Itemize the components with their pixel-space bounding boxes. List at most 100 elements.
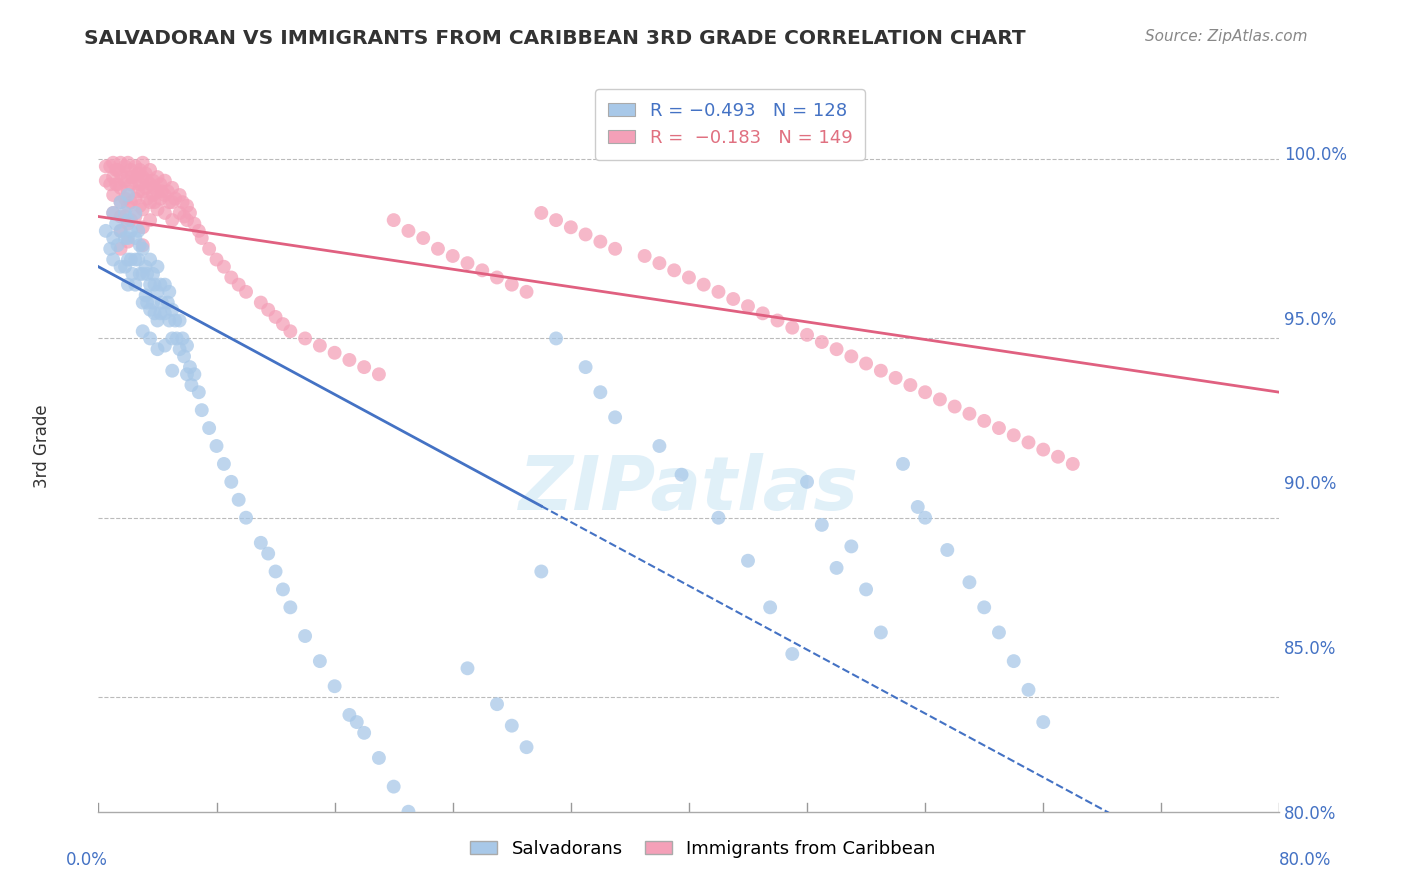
Point	[146, 202, 169, 217]
Point	[120, 252, 142, 267]
Point	[107, 238, 129, 252]
Point	[153, 338, 176, 352]
Point	[457, 661, 479, 675]
Point	[187, 224, 209, 238]
Point	[117, 188, 139, 202]
Point	[117, 235, 139, 249]
Point	[309, 654, 332, 668]
Point	[671, 467, 693, 482]
Point	[309, 338, 332, 352]
Point	[648, 256, 671, 270]
Point	[127, 224, 149, 238]
Point	[103, 206, 125, 220]
Point	[127, 167, 149, 181]
Point	[110, 242, 132, 256]
Point	[198, 421, 221, 435]
Point	[110, 181, 132, 195]
Point	[870, 364, 893, 378]
Point	[257, 547, 280, 561]
Point	[142, 174, 165, 188]
Point	[179, 206, 201, 220]
Point	[127, 252, 149, 267]
Point	[117, 277, 139, 292]
Point	[191, 403, 214, 417]
Point	[346, 715, 368, 730]
Point	[128, 199, 150, 213]
Point	[228, 277, 250, 292]
Point	[766, 313, 789, 327]
Point	[870, 625, 893, 640]
Point	[339, 707, 361, 722]
Point	[973, 600, 995, 615]
Point	[139, 213, 162, 227]
Point	[127, 185, 149, 199]
Text: Source: ZipAtlas.com: Source: ZipAtlas.com	[1144, 29, 1308, 45]
Point	[162, 181, 183, 195]
Point	[323, 679, 346, 693]
Point	[103, 206, 125, 220]
Point	[132, 238, 155, 252]
Point	[128, 238, 150, 252]
Point	[412, 231, 434, 245]
Point	[149, 192, 172, 206]
Point	[110, 210, 132, 224]
Point	[132, 295, 155, 310]
Text: 80.0%: 80.0%	[1278, 851, 1331, 869]
Point	[146, 342, 169, 356]
Point	[1062, 457, 1084, 471]
Point	[121, 267, 143, 281]
Point	[855, 357, 877, 371]
Point	[339, 353, 361, 368]
Point	[221, 270, 243, 285]
Point	[441, 249, 464, 263]
Point	[988, 421, 1011, 435]
Point	[180, 378, 202, 392]
Point	[162, 302, 183, 317]
Point	[707, 510, 730, 524]
Point	[382, 213, 405, 227]
Point	[149, 306, 172, 320]
Point	[143, 277, 166, 292]
Text: 3rd Grade: 3rd Grade	[32, 404, 51, 488]
Point	[142, 295, 165, 310]
Point	[988, 625, 1011, 640]
Point	[398, 805, 420, 819]
Point	[693, 277, 716, 292]
Point	[114, 192, 136, 206]
Point	[136, 295, 159, 310]
Point	[110, 195, 132, 210]
Point	[139, 277, 162, 292]
Point	[124, 174, 146, 188]
Point	[212, 260, 235, 274]
Point	[825, 342, 848, 356]
Point	[103, 155, 125, 169]
Point	[132, 220, 155, 235]
Point	[166, 331, 188, 345]
Point	[678, 270, 700, 285]
Point	[176, 338, 198, 352]
Point	[959, 407, 981, 421]
Point	[530, 206, 553, 220]
Point	[501, 719, 523, 733]
Point	[973, 414, 995, 428]
Point	[796, 327, 818, 342]
Point	[176, 213, 198, 227]
Point	[323, 345, 346, 359]
Point	[457, 256, 479, 270]
Point	[1032, 715, 1054, 730]
Point	[117, 170, 139, 185]
Point	[124, 231, 146, 245]
Point	[110, 224, 132, 238]
Point	[353, 726, 375, 740]
Point	[117, 155, 139, 169]
Point	[936, 543, 959, 558]
Point	[124, 277, 146, 292]
Point	[139, 162, 162, 177]
Point	[117, 231, 139, 245]
Point	[139, 252, 162, 267]
Point	[153, 206, 176, 220]
Point	[139, 178, 162, 192]
Point	[825, 561, 848, 575]
Point	[153, 174, 176, 188]
Point	[153, 306, 176, 320]
